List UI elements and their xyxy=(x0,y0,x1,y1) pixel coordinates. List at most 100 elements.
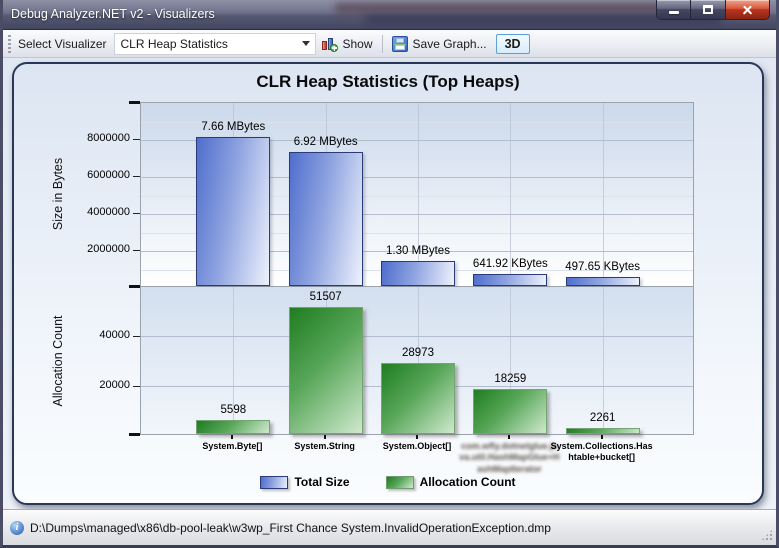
axis-end-tick xyxy=(129,433,140,436)
y-axis-tick-mark xyxy=(133,213,140,214)
toolbar-separator xyxy=(381,34,383,53)
chart-panel: CLR Heap Statistics (Top Heaps) Size in … xyxy=(12,62,764,505)
category-label: System.Byte[] xyxy=(202,441,263,451)
save-icon xyxy=(391,35,408,52)
allocation-count-bar xyxy=(381,362,455,434)
show-button[interactable]: Show xyxy=(316,34,378,54)
y-axis-tick-label: 20000 xyxy=(99,378,130,391)
toolbar-grip[interactable] xyxy=(8,34,11,53)
category-label: com.wfly.dotnetglue.ja va.util.HashMapGl… xyxy=(459,441,560,474)
legend-swatch-total-size xyxy=(260,475,289,489)
show-button-label: Show xyxy=(342,36,373,51)
total-size-bar xyxy=(565,276,640,286)
total-size-bar xyxy=(473,273,548,286)
close-icon xyxy=(741,3,754,16)
bar-value-label: 7.66 MBytes xyxy=(201,121,266,134)
save-graph-button-label: Save Graph... xyxy=(412,36,487,51)
save-graph-button[interactable]: Save Graph... xyxy=(387,34,492,54)
toolbar: Select Visualizer CLR Heap Statistics Sh… xyxy=(3,30,776,58)
bar-value-label: 51507 xyxy=(309,290,342,303)
close-button[interactable] xyxy=(725,0,770,20)
y-axis-tick-label: 8000000 xyxy=(87,132,130,144)
y-axis-tick-label: 2000000 xyxy=(87,243,130,255)
minimize-icon xyxy=(668,10,679,14)
bar-value-label: 641.92 KBytes xyxy=(472,257,548,270)
x-axis-tick-mark xyxy=(416,435,418,439)
dump-file-path: D:\Dumps\managed\x86\db-pool-leak\w3wp_F… xyxy=(30,520,551,535)
maximize-icon xyxy=(703,5,713,14)
visualizer-combobox-value: CLR Heap Statistics xyxy=(120,36,228,51)
vertical-gridline xyxy=(418,287,419,434)
info-icon: i xyxy=(10,520,24,535)
redacted-watermark xyxy=(335,3,703,13)
bar-value-label: 28973 xyxy=(402,346,434,359)
vertical-gridline xyxy=(418,103,419,286)
chevron-down-icon[interactable] xyxy=(297,41,315,46)
vertical-gridline xyxy=(233,287,235,434)
x-axis-tick-mark xyxy=(231,435,234,439)
axis-end-tick xyxy=(129,285,140,288)
y-axis-tick-mark xyxy=(133,176,140,177)
axis-end-tick xyxy=(129,101,140,104)
chart-title: CLR Heap Statistics (Top Heaps) xyxy=(256,72,520,91)
y-axis-tick-mark xyxy=(133,139,140,140)
legend-label-total-size: Total Size xyxy=(294,475,350,489)
select-visualizer-label: Select Visualizer xyxy=(18,36,107,51)
resize-grip[interactable] xyxy=(761,529,773,541)
allocation-count-bar xyxy=(565,428,640,434)
major-gridline xyxy=(141,214,693,215)
bar-value-label: 18259 xyxy=(494,372,527,385)
bar-chart-add-icon xyxy=(321,36,338,52)
legend-swatch-allocation-count xyxy=(385,475,414,489)
window-title: Debug Analyzer.NET v2 - Visualizers xyxy=(11,7,215,21)
x-axis-tick-mark xyxy=(323,435,326,439)
maximize-button[interactable] xyxy=(691,0,725,20)
y-axis-tick-label: 4000000 xyxy=(87,206,130,218)
total-size-bar xyxy=(381,260,455,286)
y-axis-tick-label: 40000 xyxy=(99,329,130,342)
category-label: System.Collections.Has htable+bucket[] xyxy=(550,441,653,463)
3d-toggle-button[interactable]: 3D xyxy=(495,33,530,54)
x-axis-tick-mark xyxy=(600,435,603,439)
bar-value-label: 2261 xyxy=(589,412,616,425)
category-label: System.String xyxy=(294,441,355,451)
allocation-count-bar xyxy=(288,306,363,434)
major-gridline xyxy=(141,177,693,178)
y-axis-tick-mark xyxy=(133,336,140,338)
minimize-button[interactable] xyxy=(656,0,691,20)
vertical-gridline xyxy=(602,287,604,434)
allocation-count-bar xyxy=(196,420,271,434)
y-axis-title-allocation: Allocation Count xyxy=(51,315,65,407)
total-size-plot: 7.66 MBytes 6.92 MBytes 1.30 MBytes 641.92 … xyxy=(140,102,694,287)
visualizer-combobox[interactable]: CLR Heap Statistics xyxy=(113,32,316,55)
legend-item-total-size: Total Size xyxy=(260,475,350,489)
minor-gridline xyxy=(141,158,693,160)
y-axis-tick-mark xyxy=(133,385,140,387)
legend-item-allocation-count: Allocation Count xyxy=(385,475,516,489)
vertical-gridline xyxy=(510,287,512,434)
chart-legend: Total Size Allocation Count xyxy=(14,475,762,489)
allocation-count-plot: 5598 51507 28973 18259 2261 xyxy=(140,287,694,435)
y-axis-title-size: Size in Bytes xyxy=(51,157,65,231)
bar-value-label: 497.65 KBytes xyxy=(565,260,641,273)
vertical-gridline xyxy=(602,103,604,286)
major-gridline xyxy=(141,336,693,338)
status-bar: i D:\Dumps\managed\x86\db-pool-leak\w3wp… xyxy=(3,509,776,545)
title-bar: Debug Analyzer.NET v2 - Visualizers xyxy=(3,0,776,30)
major-gridline xyxy=(141,251,693,252)
y-axis-tick-mark xyxy=(133,250,140,251)
bar-value-label: 1.30 MBytes xyxy=(386,244,450,257)
y-axis-tick-label: 6000000 xyxy=(87,169,130,181)
minor-gridline xyxy=(141,232,693,234)
bar-value-label: 6.92 MBytes xyxy=(293,135,358,148)
minor-gridline xyxy=(141,121,693,123)
window-controls xyxy=(656,0,770,20)
visualizer-area: CLR Heap Statistics (Top Heaps) Size in … xyxy=(3,58,776,509)
allocation-count-bar xyxy=(473,388,548,434)
bar-value-label: 5598 xyxy=(220,404,247,417)
x-axis-tick-mark xyxy=(508,435,511,439)
category-label: System.Object[] xyxy=(382,441,452,451)
minor-gridline xyxy=(141,195,693,197)
major-gridline xyxy=(141,140,693,141)
